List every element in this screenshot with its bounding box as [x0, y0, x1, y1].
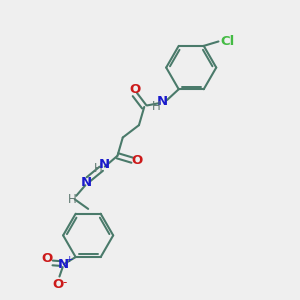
Text: H: H — [94, 162, 103, 175]
Text: O: O — [41, 252, 52, 265]
Text: O: O — [132, 154, 143, 167]
Text: N: N — [58, 258, 69, 271]
Text: O: O — [53, 278, 64, 291]
Text: N: N — [99, 158, 110, 171]
Text: H: H — [152, 100, 161, 112]
Text: -: - — [62, 277, 66, 290]
Text: O: O — [129, 83, 140, 96]
Text: N: N — [157, 95, 168, 108]
Text: N: N — [80, 176, 92, 189]
Text: H: H — [68, 194, 76, 206]
Text: +: + — [65, 255, 72, 264]
Text: Cl: Cl — [220, 35, 234, 48]
